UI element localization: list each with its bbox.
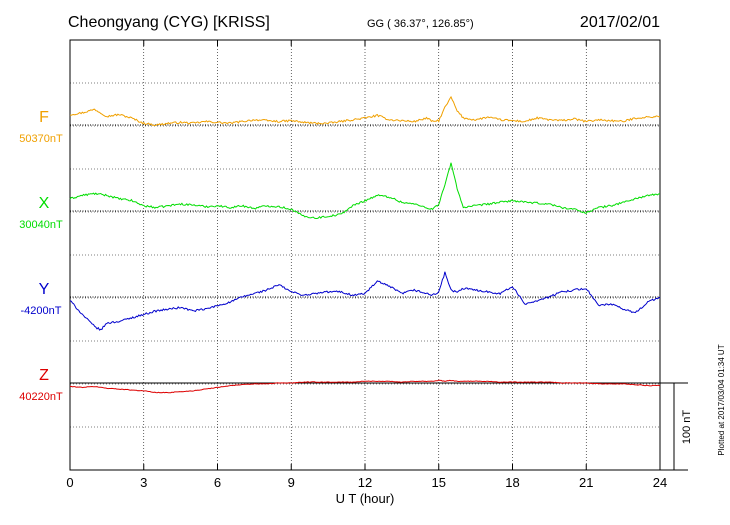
- x-tick-label: 21: [579, 475, 593, 490]
- plotted-note: Plotted at 2017/03/04 01:34 UT: [717, 344, 726, 455]
- x-axis-ticks: 0 3 6 9 12 15 18 21 24: [66, 40, 667, 490]
- series-name-f: F: [39, 109, 49, 126]
- grid: [70, 40, 660, 470]
- x-tick-label: 12: [358, 475, 372, 490]
- plot-date: 2017/02/01: [580, 14, 660, 31]
- series-baseline-z: 40220nT: [19, 391, 63, 403]
- series-name-y: Y: [39, 281, 50, 298]
- x-tick-label: 6: [214, 475, 221, 490]
- series-name-z: Z: [39, 367, 49, 384]
- x-tick-label: 0: [66, 475, 73, 490]
- series-name-x: X: [39, 195, 50, 212]
- series-line-y: [69, 271, 661, 331]
- x-tick-label: 24: [653, 475, 667, 490]
- series-line-z: [69, 379, 661, 394]
- station-title: Cheongyang (CYG) [KRISS]: [68, 14, 270, 31]
- header: Cheongyang (CYG) [KRISS] GG ( 36.37°, 12…: [68, 14, 660, 31]
- series-baseline-y: -4200nT: [21, 305, 62, 317]
- series-group: [69, 95, 661, 394]
- series-line-x: [69, 162, 661, 219]
- scale-bar: 100 nT: [660, 382, 693, 471]
- scale-bar-label: 100 nT: [681, 410, 693, 445]
- series-baseline-f: 50370nT: [19, 133, 63, 145]
- x-axis-label: U T (hour): [336, 491, 395, 506]
- x-tick-label: 9: [288, 475, 295, 490]
- series-baseline-x: 30040nT: [19, 219, 63, 231]
- x-tick-label: 18: [505, 475, 519, 490]
- x-tick-label: 3: [140, 475, 147, 490]
- station-coords: GG ( 36.37°, 126.85°): [367, 18, 474, 30]
- x-tick-label: 15: [432, 475, 446, 490]
- series-line-f: [69, 95, 660, 127]
- series-labels: F 50370nT X 30040nT Y -4200nT Z 40220nT: [19, 109, 63, 403]
